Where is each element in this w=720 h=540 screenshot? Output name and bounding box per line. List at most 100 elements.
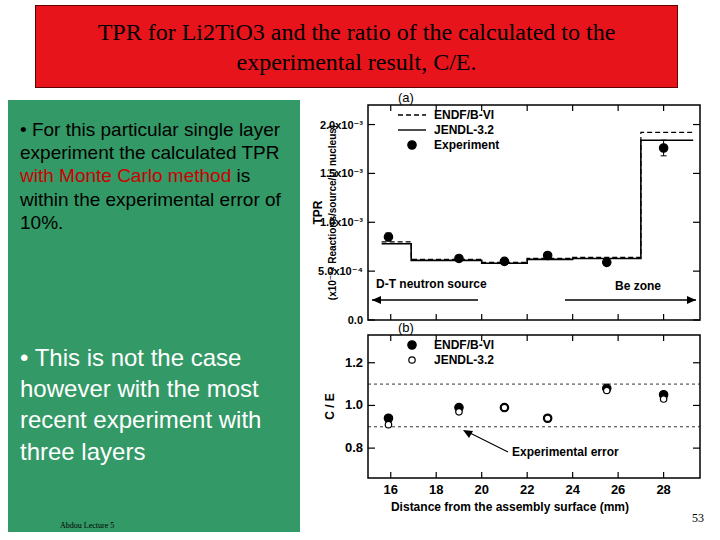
y-tick: [368, 222, 375, 223]
plot-frame: [368, 335, 700, 478]
legend-marker: [409, 357, 415, 363]
legend-label: JENDL-3.2: [434, 353, 494, 367]
data-line: [382, 132, 694, 262]
data-point: [604, 387, 610, 393]
data-point: [385, 421, 391, 427]
x-tick: [572, 335, 573, 341]
legend-line: [398, 114, 426, 115]
x-tick: [663, 105, 664, 111]
bullet: • This is not the case however with the …: [20, 342, 295, 467]
x-tick-label: 28: [656, 482, 670, 497]
data-point: [500, 403, 508, 411]
y-tick: [368, 124, 375, 125]
x-tick: [572, 105, 573, 111]
y-tick-label: 0.8: [345, 440, 363, 455]
x-tick-label: 24: [565, 482, 580, 497]
data-point: [501, 404, 507, 410]
y-tick: [368, 405, 375, 406]
slide-title: TPR for Li2TiO3 and the ratio of the cal…: [35, 5, 678, 88]
data-point: [544, 415, 550, 421]
x-tick: [390, 314, 391, 320]
y-axis-label: (x10⁻²⁴ Reactions/source/Li nucleus): [327, 125, 338, 300]
arrow-head: [463, 430, 473, 438]
annotation-arrow: [372, 299, 478, 300]
y-tick: [368, 362, 375, 363]
y-tick-label: 1.0: [345, 397, 363, 412]
y-tick-label: 1.2: [345, 355, 363, 370]
data-point: [384, 233, 392, 241]
reference-line: [368, 426, 700, 427]
annotation-arrow: [565, 299, 696, 300]
error-cap: [661, 140, 667, 141]
data-point: [543, 414, 551, 422]
x-tick: [481, 314, 482, 320]
legend-label: JENDL-3.2: [434, 123, 494, 137]
x-tick: [618, 314, 619, 320]
x-tick: [663, 335, 664, 341]
y-tick: [693, 173, 700, 174]
bullet: • For this particular single layer exper…: [20, 118, 290, 234]
x-tick: [481, 472, 482, 478]
x-axis-label: Distance from the assembly surface (mm): [391, 500, 629, 514]
x-tick-label: 26: [611, 482, 625, 497]
x-tick-label: 18: [429, 482, 443, 497]
chart: 0.05.0x10⁻⁴1.0x10⁻³1.5x10⁻³2.0x10⁻³TPR(x…: [311, 90, 700, 326]
data-point: [660, 396, 666, 402]
x-tick: [663, 472, 664, 478]
error-cap: [661, 155, 667, 156]
legend-label: Experiment: [434, 138, 499, 152]
x-tick: [663, 314, 664, 320]
x-tick: [527, 314, 528, 320]
annotation: Be zone: [615, 279, 661, 293]
x-tick: [618, 472, 619, 478]
y-tick: [693, 362, 700, 363]
y-tick: [693, 319, 700, 320]
x-tick-label: 22: [520, 482, 534, 497]
x-tick-label: 20: [474, 482, 488, 497]
y-tick-label: 0.0: [348, 314, 363, 326]
plot-data: [382, 132, 694, 266]
y-axis-label: TPR: [311, 200, 325, 224]
x-tick-label: 16: [384, 482, 398, 497]
y-tick: [693, 405, 700, 406]
x-tick: [572, 314, 573, 320]
legend-label: ENDF/B-VI: [434, 338, 494, 352]
x-tick: [436, 314, 437, 320]
x-tick: [527, 105, 528, 111]
chart: 16 18 20 22 24 26 28 0.8 1.0 1.2 C / E Distance fro…: [323, 320, 700, 514]
data-point: [500, 257, 508, 265]
data-point: [603, 258, 611, 266]
chart-background: [302, 95, 714, 525]
x-tick: [618, 105, 619, 111]
plot-data: [368, 384, 700, 428]
arrow-head: [372, 296, 381, 304]
y-tick-label: 5.0x10⁻⁴: [318, 265, 363, 277]
x-tick: [572, 472, 573, 478]
x-tick: [618, 335, 619, 341]
x-tick: [436, 472, 437, 478]
data-point: [455, 254, 463, 262]
data-point: [543, 251, 551, 259]
y-tick: [693, 124, 700, 125]
annotation-arrow: [470, 433, 508, 452]
y-tick: [693, 271, 700, 272]
legend-marker: [408, 341, 416, 349]
panel-label: (a): [398, 90, 414, 105]
y-tick: [693, 222, 700, 223]
text-panel: • For this particular single layer exper…: [8, 100, 300, 532]
arrow-head: [687, 296, 696, 304]
legend-label: ENDF/B-VI: [434, 108, 494, 122]
annotation: Experimental error: [512, 445, 619, 459]
x-tick: [390, 105, 391, 111]
bullet-text: with Monte Carlo method: [20, 165, 231, 186]
x-tick: [527, 472, 528, 478]
legend-line: [398, 129, 426, 130]
y-tick: [368, 271, 375, 272]
x-tick: [390, 472, 391, 478]
chart-canvas: 0.05.0x10⁻⁴1.0x10⁻³1.5x10⁻³2.0x10⁻³TPR(x…: [0, 0, 720, 540]
plot-frame: [368, 105, 700, 320]
footer: Abdou Lecture 5: [60, 521, 114, 530]
y-tick: [368, 173, 375, 174]
y-axis-label: C / E: [323, 393, 337, 420]
reference-line: [368, 384, 700, 385]
